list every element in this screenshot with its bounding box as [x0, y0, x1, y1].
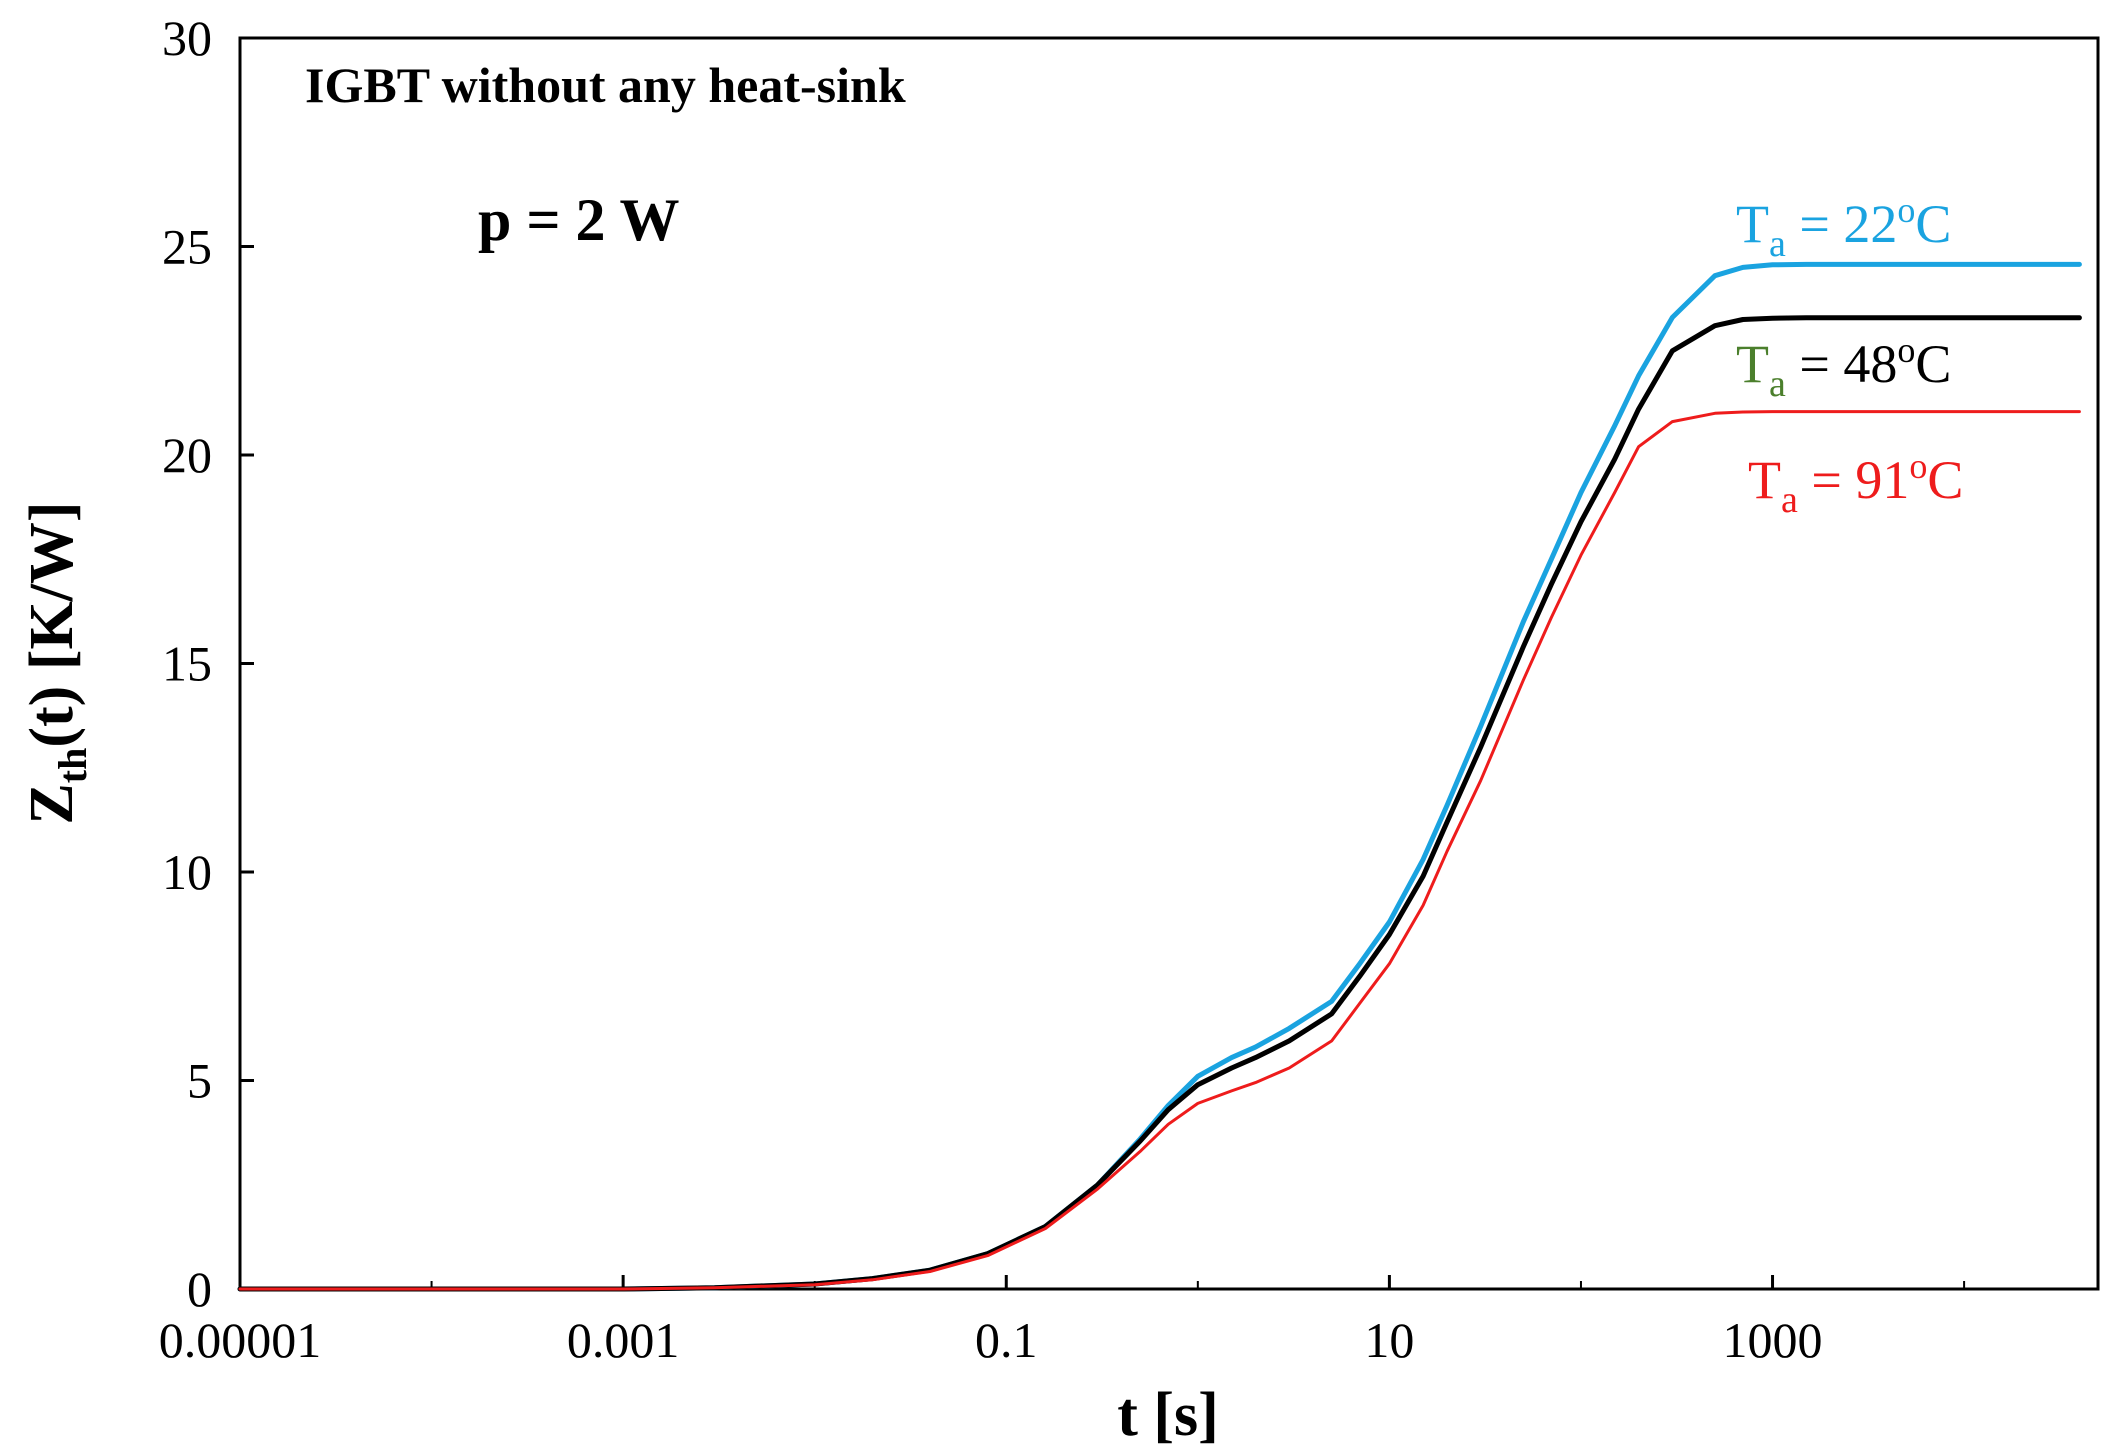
- y-tick-label-5: 5: [187, 1053, 212, 1109]
- power-annotation: p = 2 W: [478, 187, 679, 253]
- y-tick-label-25: 25: [162, 219, 212, 275]
- y-tick-label-30: 30: [162, 10, 212, 66]
- x-tick-label-2: 0.1: [975, 1312, 1038, 1368]
- x-tick-label-0: 0.00001: [159, 1312, 322, 1368]
- y-axis-title: Zth(t) [K/W]: [18, 501, 95, 824]
- legend: Ta = 22oC Ta = 48oC Ta = 91oC: [1736, 190, 1963, 521]
- x-tick-label-3: 10: [1364, 1312, 1414, 1368]
- series-label-2: Ta = 91oC: [1748, 446, 1963, 521]
- series-line-2: [238, 410, 2081, 1291]
- x-axis-title: t [s]: [1117, 1381, 1219, 1449]
- y-tick-label-15: 15: [162, 636, 212, 692]
- series-layer: [237, 261, 2082, 1292]
- y-tick-label-0: 0: [187, 1261, 212, 1317]
- x-axis: 0.00001 0.001 0.1 10 1000: [159, 1275, 1966, 1368]
- x-tick-label-1: 0.001: [567, 1312, 680, 1368]
- y-tick-label-10: 10: [162, 844, 212, 900]
- y-tick-label-20: 20: [162, 427, 212, 483]
- plot-subtitle: IGBT without any heat-sink: [305, 57, 906, 113]
- series-label-1: Ta = 48oC: [1736, 330, 1951, 405]
- x-tick-label-4: 1000: [1723, 1312, 1823, 1368]
- y-axis: 0 5 10 15 20 25 30: [162, 10, 254, 1317]
- series-line-0: [237, 261, 2082, 1292]
- series-label-0: Ta = 22oC: [1736, 190, 1951, 265]
